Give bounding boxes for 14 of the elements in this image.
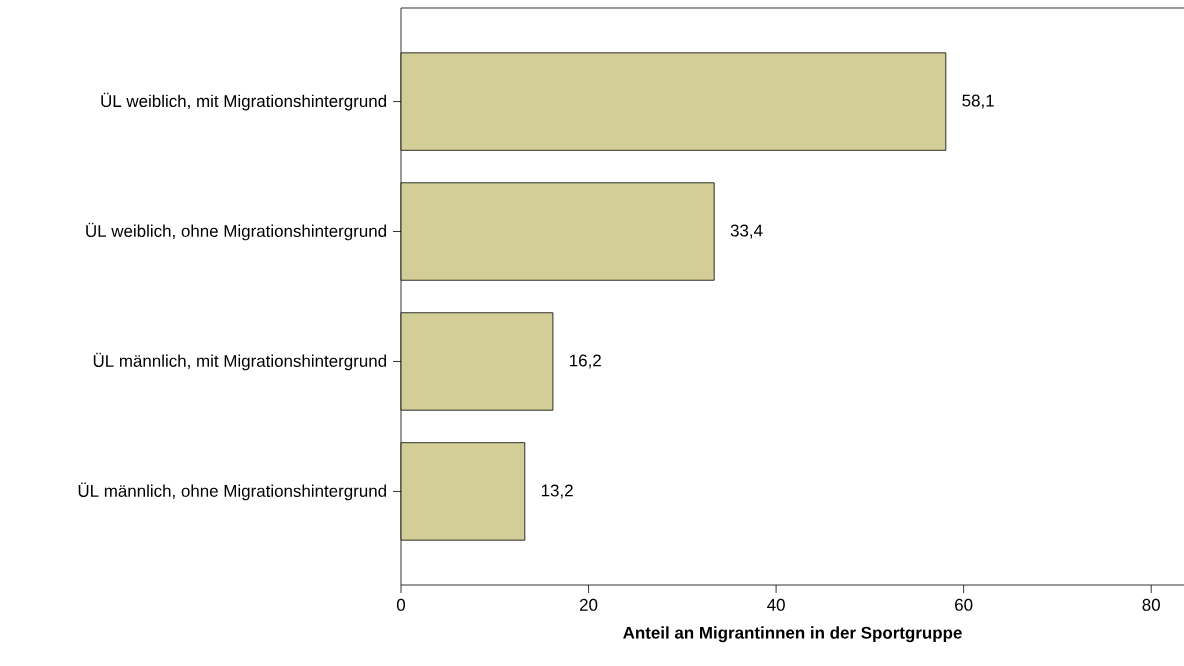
y-tick-label: ÜL weiblich, ohne Migrationshintergrund (86, 222, 386, 241)
x-tick-label: 40 (767, 598, 785, 611)
data-label: 13,2 (541, 484, 573, 499)
data-label: 58,1 (962, 94, 994, 109)
y-tick-label: ÜL männlich, mit Migrationshintergrund (93, 352, 387, 371)
data-label: 16,2 (570, 354, 601, 369)
x-tick-label: 80 (1142, 598, 1160, 611)
x-tick-label: 0 (396, 598, 406, 611)
y-tick-label: ÜL männlich, ohne Migrationshintergrund (78, 482, 386, 501)
x-tick-label: 20 (579, 598, 598, 611)
y-tick-label: ÜL weiblich, mit Migrationshintergrund (101, 92, 386, 111)
x-axis-title: Anteil an Migrantinnen in der Sportgruppe (623, 626, 962, 643)
data-label: 33,4 (730, 224, 763, 239)
x-tick-label: 60 (955, 598, 973, 611)
